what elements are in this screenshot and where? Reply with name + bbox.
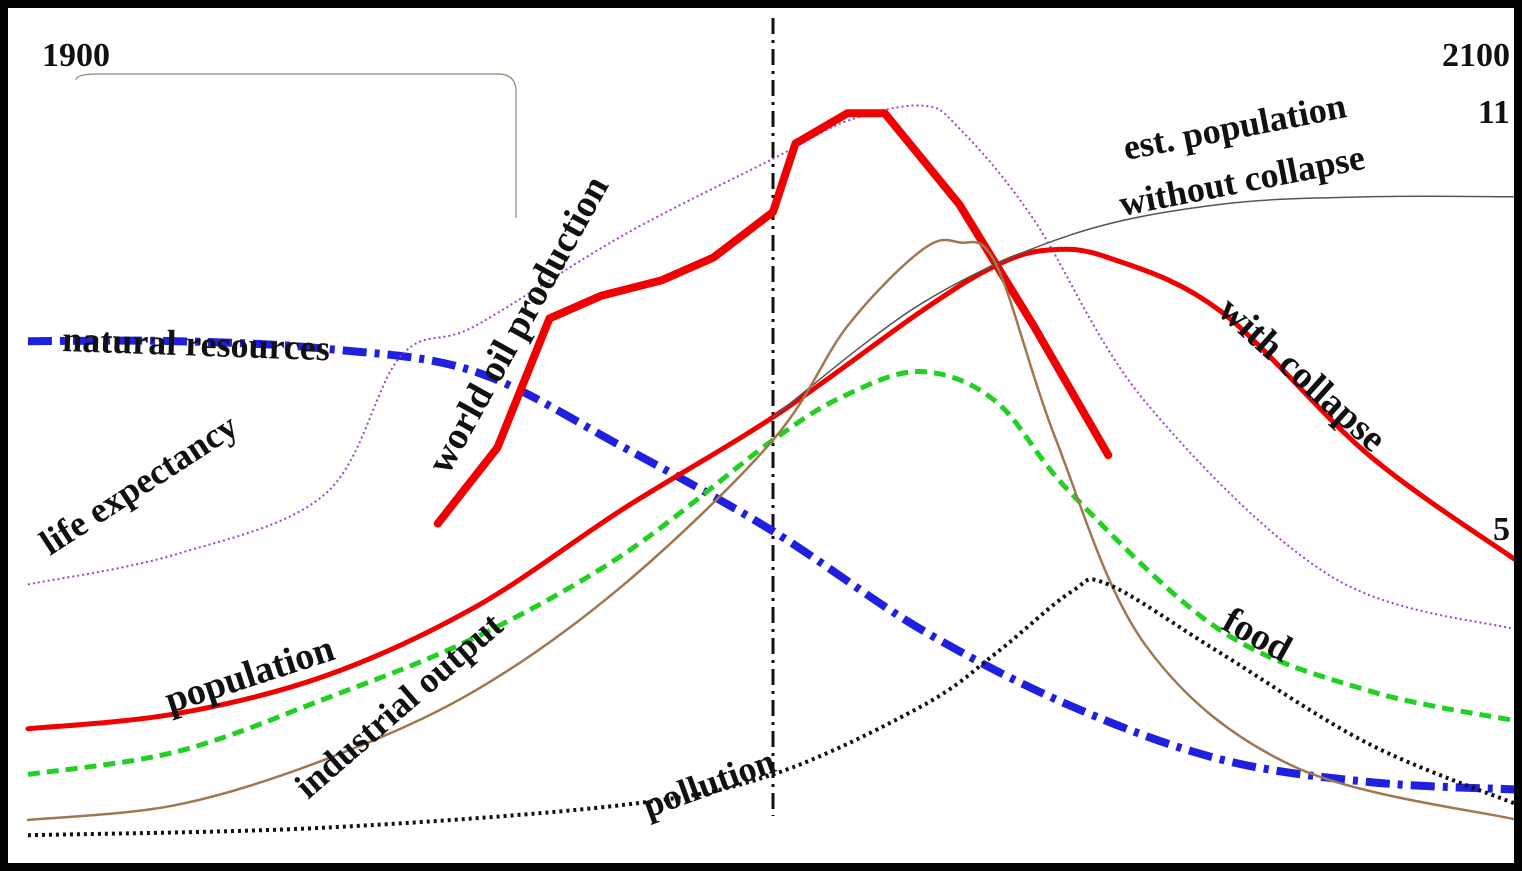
life-expectancy-label: life expectancy <box>33 406 245 563</box>
population-end-value-label: 5 <box>1493 511 1510 548</box>
population-top-value-label: 11 <box>1478 94 1510 131</box>
series-natural-resources-line <box>27 336 1514 794</box>
x-start-label: 1900 <box>42 37 110 74</box>
series-industrial-output-line <box>26 238 1514 822</box>
x-end-label: 2100 <box>1442 37 1510 74</box>
series-world-oil-production-line <box>433 109 1113 528</box>
pollution-label: pollution <box>637 741 780 826</box>
series-layer <box>25 104 1514 838</box>
series-population-line <box>25 246 1514 732</box>
series-food-line <box>27 369 1514 777</box>
bracket-line <box>75 73 517 218</box>
natural-resources-label: natural resources <box>62 319 331 368</box>
series-est-population-without-collapse-line <box>772 195 1514 418</box>
with-collapse-label: with collapse <box>1210 288 1394 460</box>
world-oil-production-label: world oil production <box>419 169 617 481</box>
population-label: population <box>160 627 340 721</box>
chart-svg: 1900 2100 11 5 natural resources life ex… <box>25 18 1514 838</box>
series-pollution-line <box>27 577 1514 838</box>
food-label: food <box>1216 599 1299 671</box>
